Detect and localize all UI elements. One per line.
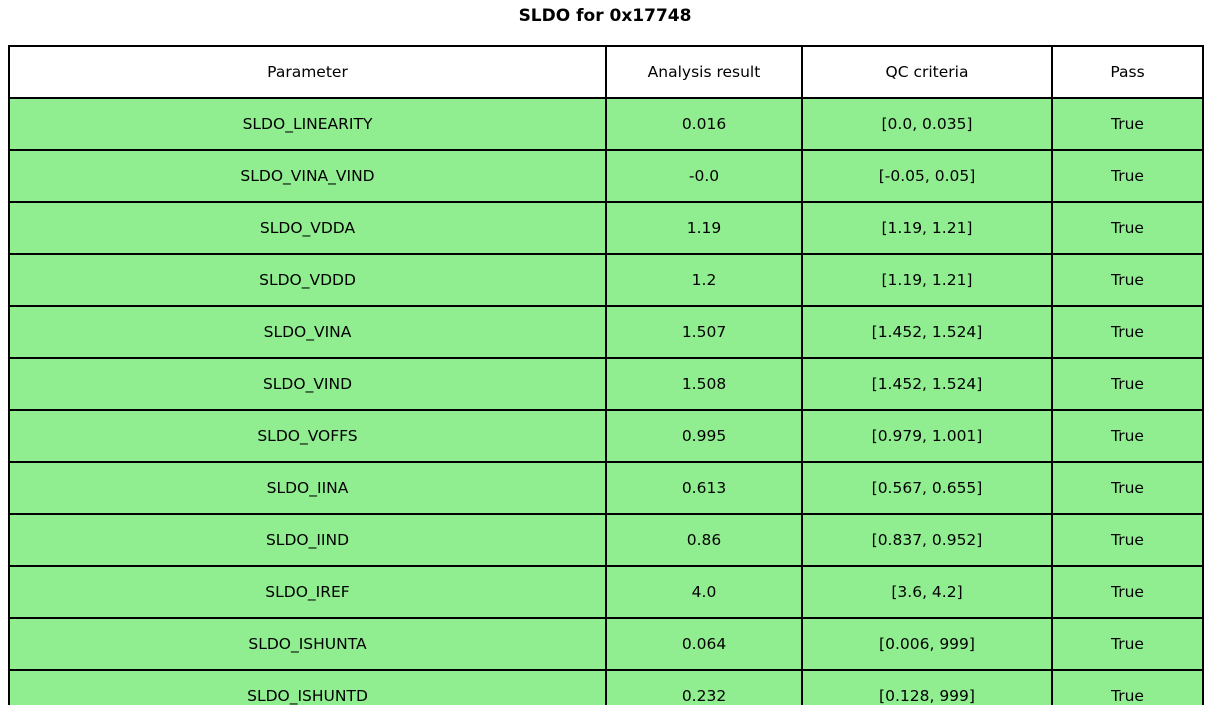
table-cell-pass: True: [1051, 253, 1204, 307]
table-cell-parameter: SLDO_VDDD: [8, 253, 607, 307]
table-cell-pass: True: [1051, 461, 1204, 515]
table-cell-analysis-result: 1.507: [605, 305, 803, 359]
column-header-qc-criteria: QC criteria: [801, 45, 1053, 99]
table-header: Parameter Analysis result QC criteria Pa…: [8, 45, 1204, 99]
table-cell-analysis-result: 1.2: [605, 253, 803, 307]
table-cell-pass: True: [1051, 305, 1204, 359]
table-cell-parameter: SLDO_VDDA: [8, 201, 607, 255]
table-row: SLDO_VDDA 1.19 [1.19, 1.21] True: [8, 201, 1204, 255]
table-cell-pass: True: [1051, 97, 1204, 151]
page-title: SLDO for 0x17748: [518, 6, 692, 26]
table-cell-parameter: SLDO_VINA: [8, 305, 607, 359]
table-row: SLDO_IIND 0.86 [0.837, 0.952] True: [8, 513, 1204, 567]
table-cell-qc-criteria: [1.19, 1.21]: [801, 253, 1053, 307]
table-cell-parameter: SLDO_LINEARITY: [8, 97, 607, 151]
table-row: SLDO_IINA 0.613 [0.567, 0.655] True: [8, 461, 1204, 515]
table-cell-pass: True: [1051, 357, 1204, 411]
table-cell-parameter: SLDO_VINA_VIND: [8, 149, 607, 203]
table-cell-parameter: SLDO_ISHUNTD: [8, 669, 607, 705]
table-cell-qc-criteria: [1.19, 1.21]: [801, 201, 1053, 255]
table-row: SLDO_ISHUNTA 0.064 [0.006, 999] True: [8, 617, 1204, 671]
table-cell-analysis-result: 0.016: [605, 97, 803, 151]
table-row: SLDO_IREF 4.0 [3.6, 4.2] True: [8, 565, 1204, 619]
table-cell-pass: True: [1051, 565, 1204, 619]
table-cell-analysis-result: 1.508: [605, 357, 803, 411]
table-row: SLDO_VOFFS 0.995 [0.979, 1.001] True: [8, 409, 1204, 463]
qc-results-table: Parameter Analysis result QC criteria Pa…: [8, 45, 1204, 705]
table-row: SLDO_LINEARITY 0.016 [0.0, 0.035] True: [8, 97, 1204, 151]
table-row: SLDO_ISHUNTD 0.232 [0.128, 999] True: [8, 669, 1204, 705]
table-cell-qc-criteria: [-0.05, 0.05]: [801, 149, 1053, 203]
table-cell-pass: True: [1051, 201, 1204, 255]
table-cell-parameter: SLDO_VOFFS: [8, 409, 607, 463]
table-cell-qc-criteria: [0.837, 0.952]: [801, 513, 1053, 567]
table-cell-pass: True: [1051, 669, 1204, 705]
table-cell-qc-criteria: [3.6, 4.2]: [801, 565, 1053, 619]
table-cell-analysis-result: 0.995: [605, 409, 803, 463]
table-body: SLDO_LINEARITY 0.016 [0.0, 0.035] True SLDO_…: [8, 97, 1204, 705]
table-cell-parameter: SLDO_VIND: [8, 357, 607, 411]
column-header-parameter: Parameter: [8, 45, 607, 99]
table-cell-qc-criteria: [0.128, 999]: [801, 669, 1053, 705]
table-cell-parameter: SLDO_IINA: [8, 461, 607, 515]
table-cell-parameter: SLDO_IIND: [8, 513, 607, 567]
table-cell-analysis-result: 0.613: [605, 461, 803, 515]
table-cell-analysis-result: 4.0: [605, 565, 803, 619]
table-cell-qc-criteria: [0.0, 0.035]: [801, 97, 1053, 151]
table-cell-analysis-result: 0.232: [605, 669, 803, 705]
table-cell-pass: True: [1051, 513, 1204, 567]
table-cell-analysis-result: 0.064: [605, 617, 803, 671]
table-cell-pass: True: [1051, 617, 1204, 671]
table-row: SLDO_VDDD 1.2 [1.19, 1.21] True: [8, 253, 1204, 307]
column-header-pass: Pass: [1051, 45, 1204, 99]
table-cell-qc-criteria: [0.979, 1.001]: [801, 409, 1053, 463]
table-row: SLDO_VINA 1.507 [1.452, 1.524] True: [8, 305, 1204, 359]
table-cell-qc-criteria: [0.567, 0.655]: [801, 461, 1053, 515]
table-cell-analysis-result: 1.19: [605, 201, 803, 255]
table-cell-pass: True: [1051, 409, 1204, 463]
table-cell-parameter: SLDO_IREF: [8, 565, 607, 619]
table-cell-analysis-result: -0.0: [605, 149, 803, 203]
column-header-analysis-result: Analysis result: [605, 45, 803, 99]
table-cell-qc-criteria: [0.006, 999]: [801, 617, 1053, 671]
table-header-row: Parameter Analysis result QC criteria Pa…: [8, 45, 1204, 99]
table-cell-qc-criteria: [1.452, 1.524]: [801, 357, 1053, 411]
table-row: SLDO_VIND 1.508 [1.452, 1.524] True: [8, 357, 1204, 411]
table-row: SLDO_VINA_VIND -0.0 [-0.05, 0.05] True: [8, 149, 1204, 203]
table-cell-pass: True: [1051, 149, 1204, 203]
table-cell-analysis-result: 0.86: [605, 513, 803, 567]
table-cell-qc-criteria: [1.452, 1.524]: [801, 305, 1053, 359]
table-cell-parameter: SLDO_ISHUNTA: [8, 617, 607, 671]
